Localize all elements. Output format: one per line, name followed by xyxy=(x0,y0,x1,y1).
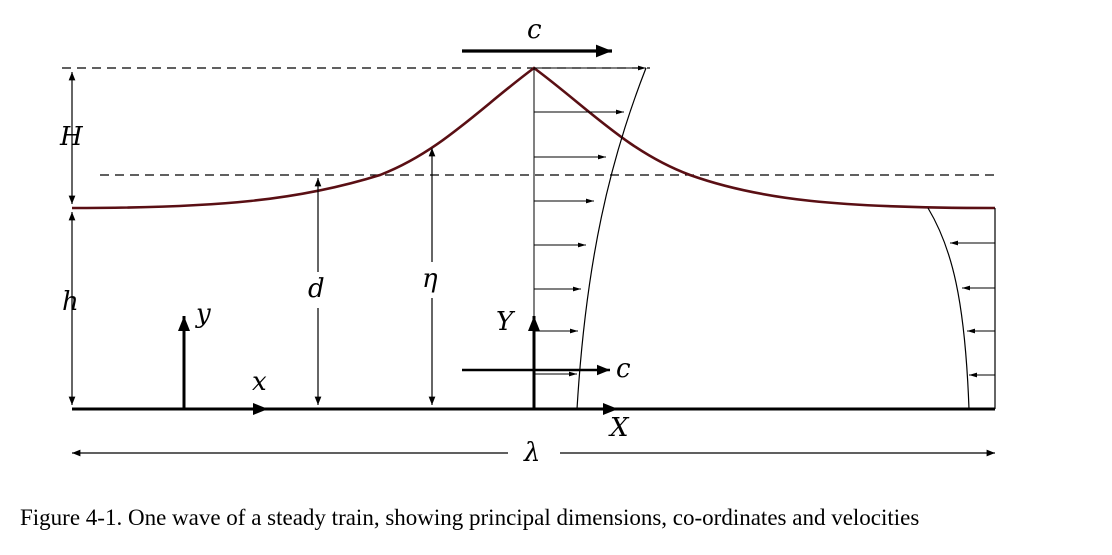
crest-velocity-arrows xyxy=(534,65,646,377)
lambda-label: λ xyxy=(523,438,540,468)
eta-label: η xyxy=(422,264,438,294)
figure-caption: Figure 4-1. One wave of a steady train, … xyxy=(20,505,920,530)
Y-label: Y xyxy=(496,307,516,337)
X-label: X xyxy=(608,413,630,443)
y-label: y xyxy=(195,299,211,329)
d-label: d xyxy=(308,274,325,304)
x-label: x xyxy=(252,367,267,397)
H-label: H xyxy=(59,122,84,152)
h-label: h xyxy=(62,287,79,317)
trough-velocity-arrows xyxy=(950,240,995,378)
c-top-label: c xyxy=(527,15,542,45)
c-mid-label: c xyxy=(616,354,631,384)
crest-velocity-profile-curve xyxy=(576,67,647,410)
trough-velocity-profile-curve xyxy=(927,207,970,410)
